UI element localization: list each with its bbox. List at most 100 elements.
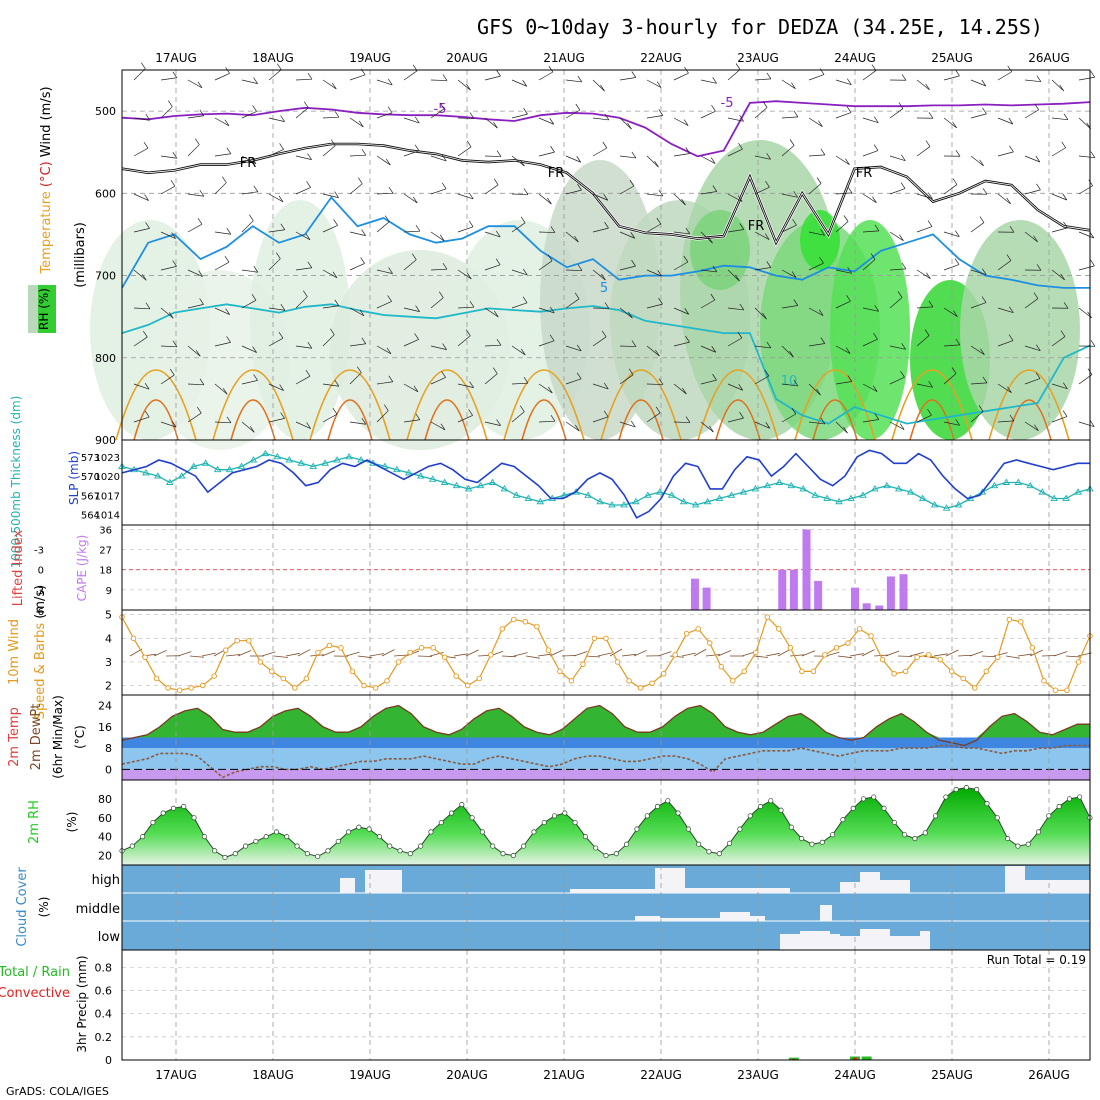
wind-barb-flag [820, 337, 826, 344]
wind-speed-point [626, 678, 632, 684]
wind-barb-flag [792, 219, 797, 226]
wind-speed-point [672, 652, 678, 658]
wind-speed-point [695, 626, 701, 632]
wind-speed-point [983, 668, 990, 675]
wind-barb [268, 229, 285, 233]
rh2m-panel: 20 40 60 80 2m RH (%) [27, 779, 1093, 866]
wind-barb [700, 231, 713, 244]
rh-point [222, 854, 228, 860]
rh-point [284, 834, 290, 840]
wind-barb-flag [951, 367, 957, 374]
wind-barb [754, 231, 770, 240]
wind-barb-flag [468, 220, 474, 227]
wind-barb [160, 266, 177, 271]
wind-barb [187, 144, 200, 157]
wind-barb [727, 337, 743, 347]
wind-barb [295, 267, 312, 271]
wind-barb [592, 269, 606, 281]
axis-title: Cloud Cover [15, 867, 30, 947]
axis-title: RH (%) [37, 288, 51, 330]
wind-barb-flag [1036, 344, 1041, 351]
wind-barb [862, 193, 877, 204]
wind-barb-flag [739, 115, 744, 122]
wind-barb [835, 192, 852, 195]
wind-barb-flag [574, 292, 580, 300]
wind-barb [403, 419, 420, 423]
wind-speed-point [660, 671, 667, 677]
wind-tick: 2 [105, 680, 112, 693]
wind-barb [835, 381, 852, 385]
wind-barb [511, 155, 525, 167]
thickness-point [405, 469, 413, 476]
wind-barb [376, 381, 393, 385]
wind-barb [511, 193, 529, 195]
thickness-point [381, 462, 389, 469]
cloud-block [745, 916, 765, 921]
wind-barb [376, 269, 393, 274]
wind-barb-flag [735, 274, 740, 282]
contour-label: -5 [721, 96, 734, 111]
wind-barb [916, 335, 930, 347]
wind-barb [835, 421, 848, 434]
thickness-point [309, 462, 318, 469]
wind-speed-point [511, 616, 517, 623]
wind-barb [538, 71, 554, 81]
wind-barb [1024, 378, 1041, 385]
wind-barb [727, 269, 740, 282]
thickness-point [500, 485, 509, 492]
wind-barb-flag [549, 334, 555, 341]
rh-point [799, 836, 805, 842]
wind-barb-flag [764, 369, 770, 377]
wind-barb [241, 345, 257, 353]
wind-speed-point [972, 685, 978, 691]
wind-barb-flag [279, 143, 284, 150]
cloud-block [390, 870, 402, 893]
wind-barb [1078, 231, 1094, 239]
wind-barb [565, 269, 583, 271]
thickness-point [703, 497, 712, 505]
rh-point [809, 841, 815, 847]
wind-barb-flag [332, 271, 338, 278]
wind-barb [727, 417, 744, 423]
thickness-point [416, 472, 425, 479]
rh-point [881, 805, 887, 811]
wind-speed-point [441, 654, 448, 660]
wind-barb [619, 155, 636, 159]
thickness-point [273, 452, 282, 460]
thickness-point [393, 465, 401, 473]
wind-barb [511, 222, 526, 233]
wind-barb-flag [925, 140, 931, 147]
wind-barb [970, 411, 984, 423]
wind-speed-point [637, 685, 644, 691]
rh-point [963, 785, 969, 791]
wind-barb [484, 421, 501, 426]
thickness-tick: 564 [81, 511, 100, 522]
wind-barb [187, 115, 204, 119]
rh-point [160, 810, 166, 816]
wind-barb-flag [766, 72, 772, 80]
wind-barb [1051, 147, 1066, 157]
wind-barb-flag [658, 189, 664, 197]
wind-speed-point [338, 645, 344, 651]
thickness-point [751, 485, 760, 492]
thickness-point [859, 491, 867, 498]
wind-barb [511, 269, 528, 276]
li-tick: 3 [38, 586, 44, 597]
wind-barb [808, 307, 824, 316]
wind-barb [295, 296, 308, 309]
wind-barb-flag [492, 367, 498, 374]
wind-speed-point [902, 668, 909, 675]
credit-text: GrADS: COLA/IGES [6, 1085, 109, 1098]
thickness-point [1026, 481, 1035, 489]
wind-speed-point [730, 678, 736, 684]
rh-point [253, 838, 259, 844]
isotherm-15 [697, 369, 779, 441]
wind-barb [808, 343, 825, 347]
wind-barb [592, 117, 609, 121]
surface-barb [945, 649, 959, 657]
wind-barb [970, 382, 987, 385]
wind-barb-flag [387, 106, 393, 113]
wind-barb [781, 224, 797, 233]
wind-barb [241, 421, 255, 433]
wind-barb-flag [1034, 103, 1040, 110]
